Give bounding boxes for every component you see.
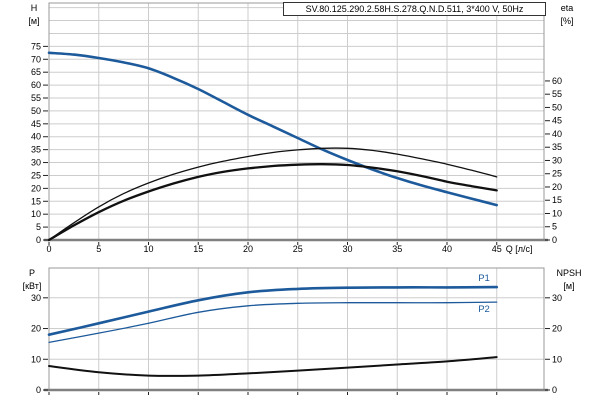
tick-label-left: 40 — [31, 132, 41, 142]
curve-p1-curve — [47, 285, 498, 336]
tick-label-left: 0 — [36, 235, 41, 245]
tick-label-right: 10 — [552, 208, 562, 218]
tick-label-right: 45 — [552, 116, 562, 126]
x-axis-unit-label: Q [л/с] — [506, 244, 533, 254]
x-tick-label: 5 — [96, 244, 101, 254]
x-tick-label: 0 — [46, 244, 51, 254]
tick-label-left: 10 — [31, 209, 41, 219]
npsh-axis-title: NPSH [м] — [544, 267, 594, 293]
tick-label-right: 0 — [552, 235, 557, 245]
tick-label-left: 20 — [31, 324, 41, 334]
x-tick-label: 15 — [193, 244, 203, 254]
curve-npsh-curve — [48, 356, 498, 377]
tick-label-left: 75 — [31, 41, 41, 51]
tick-label-right: 5 — [552, 222, 557, 232]
npsh-axis-title-line2: [м] — [563, 281, 575, 291]
tick-label-right: 20 — [552, 182, 562, 192]
tick-label-left: 65 — [31, 67, 41, 77]
tick-label-right: 30 — [552, 155, 562, 165]
p-axis-title-line1: P — [28, 268, 35, 278]
curve-label-p2: P2 — [478, 304, 490, 315]
curve-eta-total-curve — [47, 163, 498, 242]
curve-p2-curve — [48, 301, 498, 344]
x-tick-label: 45 — [492, 244, 502, 254]
tick-label-right: 50 — [552, 102, 562, 112]
tick-label-right: 60 — [552, 76, 562, 86]
tick-label-left: 50 — [31, 106, 41, 116]
tick-label-right: 40 — [552, 129, 562, 139]
eta-axis-title-line2: [%] — [560, 16, 574, 26]
x-tick-label: 10 — [143, 244, 153, 254]
eta-axis-title: eta [%] — [550, 2, 584, 28]
h-axis-title-line1: H — [30, 3, 38, 13]
tick-label-left: 20 — [31, 183, 41, 193]
x-tick-label: 30 — [342, 244, 352, 254]
chart-title: SV.80.125.290.2.58H.S.278.Q.N.D.511, 3*4… — [283, 2, 546, 16]
tick-label-left: 55 — [31, 93, 41, 103]
x-tick-label: 20 — [243, 244, 253, 254]
tick-label-left: 15 — [31, 196, 41, 206]
curve-label-p1: P1 — [478, 273, 490, 284]
tick-label-left: 0 — [36, 385, 41, 395]
x-tick-label: 35 — [392, 244, 402, 254]
p-axis-title: P [кВт] — [12, 267, 52, 293]
npsh-axis-title-line1: NPSH — [556, 268, 582, 278]
tick-label-right: 20 — [552, 324, 562, 334]
tick-label-left: 35 — [31, 145, 41, 155]
curve-head-curve — [47, 51, 498, 207]
tick-label-right: 35 — [552, 142, 562, 152]
tick-label-right: 30 — [552, 293, 562, 303]
tick-label-right: 25 — [552, 169, 562, 179]
tick-label-left: 5 — [36, 222, 41, 232]
tick-label-left: 10 — [31, 354, 41, 364]
x-tick-label: 25 — [293, 244, 303, 254]
tick-label-right: 10 — [552, 354, 562, 364]
x-tick-label: 40 — [442, 244, 452, 254]
p-axis-title-line2: [кВт] — [22, 281, 42, 291]
chart-border — [48, 2, 545, 241]
tick-label-left: 25 — [31, 170, 41, 180]
tick-label-right: 0 — [552, 385, 557, 395]
tick-label-left: 60 — [31, 80, 41, 90]
h-axis-title-line2: [м] — [28, 16, 40, 26]
h-axis-title: H [м] — [20, 2, 48, 28]
tick-label-right: 15 — [552, 195, 562, 205]
tick-label-left: 30 — [31, 293, 41, 303]
tick-label-right: 55 — [552, 89, 562, 99]
tick-label-left: 30 — [31, 158, 41, 168]
tick-label-left: 70 — [31, 54, 41, 64]
curve-eta-pump-curve — [48, 147, 498, 241]
tick-label-left: 45 — [31, 119, 41, 129]
eta-axis-title-line1: eta — [560, 3, 574, 13]
